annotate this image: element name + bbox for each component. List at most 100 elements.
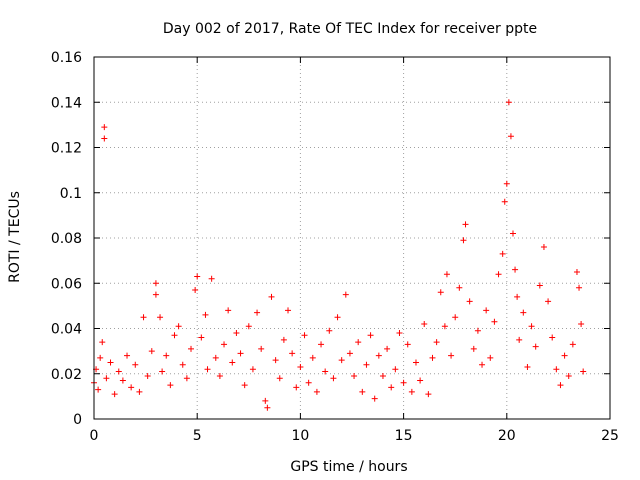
data-point [342,291,349,298]
data-point [460,237,467,244]
data-point [148,348,155,355]
data-point [264,404,271,411]
data-point [107,359,114,366]
data-point [216,373,223,380]
data-point [301,332,308,339]
data-points [91,99,587,411]
tick-marks [93,56,611,420]
data-point [318,341,325,348]
data-point [433,339,440,346]
data-point [208,275,215,282]
data-point [140,314,147,321]
data-point [487,354,494,361]
data-point [375,352,382,359]
data-point [171,332,178,339]
data-point [280,336,287,343]
data-point [532,343,539,350]
data-point [132,361,139,368]
data-point [97,354,104,361]
y-tick-labels: 0 0.02 0.04 0.06 0.08 0.1 0.12 0.14 0.16 [51,50,82,428]
data-point [491,318,498,325]
data-point [367,332,374,339]
data-point [188,345,195,352]
data-point [241,382,248,389]
data-point [95,386,102,393]
y-tick-label: 0.08 [51,231,82,247]
data-point [276,375,283,382]
data-point [157,314,164,321]
data-point [272,357,279,364]
data-point [101,124,108,131]
data-point [119,377,126,384]
data-point [388,384,395,391]
data-point [351,373,358,380]
data-point [115,368,122,375]
data-point [355,339,362,346]
data-point [479,361,486,368]
data-point [501,198,508,205]
data-point [198,334,205,341]
data-point [159,368,166,375]
y-tick-label: 0.06 [51,276,82,292]
data-point [334,314,341,321]
y-tick-label: 0.16 [51,50,82,66]
x-tick-labels: 0 5 10 15 20 25 [90,428,619,444]
data-point [268,293,275,300]
data-point [305,379,312,386]
data-point [528,323,535,330]
data-point [379,373,386,380]
data-point [565,373,572,380]
data-point [509,230,516,237]
data-point [441,323,448,330]
data-point [448,352,455,359]
y-tick-label: 0.14 [51,95,82,111]
data-point [412,359,419,366]
data-point [507,133,514,140]
data-point [152,280,159,287]
data-point [404,341,411,348]
data-point [363,361,370,368]
data-point [400,379,407,386]
data-point [99,339,106,346]
data-point [144,373,151,380]
data-point [221,341,228,348]
y-tick-label: 0.04 [51,322,82,338]
data-point [392,366,399,373]
data-point [578,320,585,327]
data-point [152,291,159,298]
data-point [499,250,506,257]
data-point [225,307,232,314]
data-point [466,298,473,305]
x-tick-label: 15 [395,428,413,444]
data-point [293,384,300,391]
data-point [417,377,424,384]
data-point [258,345,265,352]
data-point [163,352,170,359]
data-point [194,273,201,280]
data-point [245,323,252,330]
data-point [101,135,108,142]
data-point [346,350,353,357]
data-point [408,388,415,395]
data-point [359,388,366,395]
data-point [202,311,209,318]
data-point [553,366,560,373]
data-point [192,287,199,294]
y-tick-label: 0.12 [51,141,82,157]
data-point [557,382,564,389]
data-point [326,327,333,334]
data-point [520,309,527,316]
data-point [183,375,190,382]
data-point [505,99,512,106]
y-tick-label: 0.02 [51,367,82,383]
data-point [111,391,118,398]
data-point [549,334,556,341]
data-point [474,327,481,334]
data-point [495,271,502,278]
data-point [338,357,345,364]
data-point [330,375,337,382]
data-point [580,368,587,375]
chart-title: Day 002 of 2017, Rate Of TEC Index for r… [163,21,537,37]
x-tick-label: 20 [498,428,516,444]
